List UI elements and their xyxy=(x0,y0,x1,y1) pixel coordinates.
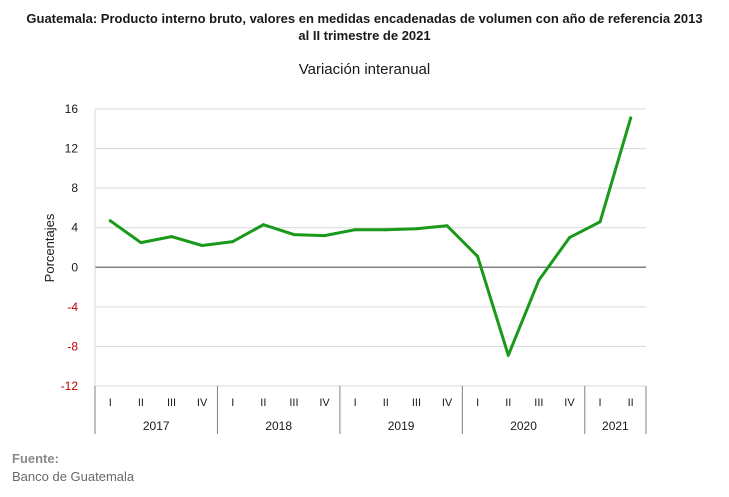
year-label: 2021 xyxy=(602,419,629,433)
x-tick-label: III xyxy=(412,397,421,409)
year-label: 2019 xyxy=(388,419,415,433)
x-tick-label: IV xyxy=(442,397,453,409)
data-point xyxy=(261,223,265,227)
x-tick-label: III xyxy=(289,397,298,409)
data-point xyxy=(598,220,602,224)
x-tick-label: III xyxy=(534,397,543,409)
y-axis-label: Porcentajes xyxy=(42,213,57,282)
x-tick-label: II xyxy=(138,397,144,409)
chart-title-line-1: Guatemala: Producto interno bruto, valor… xyxy=(26,11,703,26)
data-point xyxy=(200,244,204,248)
x-tick-label: IV xyxy=(319,397,330,409)
y-tick-label: 16 xyxy=(65,102,79,116)
data-point xyxy=(629,116,633,120)
data-point xyxy=(108,219,112,223)
grid-lines xyxy=(94,108,646,387)
x-tick-label: III xyxy=(167,397,176,409)
y-tick-label: 0 xyxy=(71,260,78,274)
data-point xyxy=(445,224,449,228)
x-tick-label: I xyxy=(231,397,234,409)
x-tick-label: II xyxy=(260,397,266,409)
data-point xyxy=(567,236,571,240)
data-point xyxy=(414,227,418,231)
data-point xyxy=(476,254,480,258)
x-tick-label: IV xyxy=(197,397,208,409)
y-tick-label: 4 xyxy=(71,221,78,235)
year-label: 2017 xyxy=(143,419,170,433)
x-tick-label: IV xyxy=(564,397,575,409)
data-point xyxy=(292,233,296,237)
y-axis-ticks: 16 12 8 4 0 -4 -8 -12 xyxy=(61,102,79,393)
x-tick-label: II xyxy=(383,397,389,409)
data-point xyxy=(231,240,235,244)
data-point xyxy=(506,353,510,357)
data-point xyxy=(139,241,143,245)
source-label: Fuente: xyxy=(12,451,59,466)
data-point xyxy=(537,278,541,282)
x-tick-label: I xyxy=(109,397,112,409)
data-point xyxy=(384,228,388,232)
data-point xyxy=(170,235,174,239)
y-tick-label: -4 xyxy=(67,300,78,314)
chart-title: Guatemala: Producto interno bruto, valor… xyxy=(0,10,729,44)
source-text: Banco de Guatemala xyxy=(12,469,135,484)
y-tick-label: -12 xyxy=(61,379,79,393)
series-line xyxy=(108,116,633,357)
y-tick-label: 12 xyxy=(65,142,79,156)
x-tick-label: II xyxy=(628,397,634,409)
y-tick-label: 8 xyxy=(71,181,78,195)
x-tick-label: II xyxy=(505,397,511,409)
y-tick-label: -8 xyxy=(67,339,78,353)
x-tick-label: I xyxy=(354,397,357,409)
year-label: 2018 xyxy=(265,419,292,433)
data-point xyxy=(353,228,357,232)
year-label: 2020 xyxy=(510,419,537,433)
data-point xyxy=(323,234,327,238)
chart-title-line-2: al II trimestre de 2021 xyxy=(298,28,431,43)
x-tick-label: I xyxy=(476,397,479,409)
chart-subtitle: Variación interanual xyxy=(298,61,431,78)
x-tick-label: I xyxy=(599,397,602,409)
series-layer xyxy=(108,116,633,357)
